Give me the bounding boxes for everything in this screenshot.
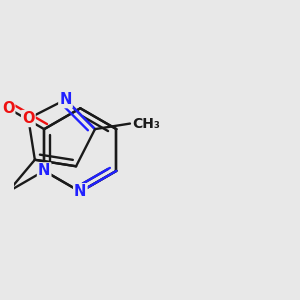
- Text: CH₃: CH₃: [132, 117, 160, 130]
- Text: O: O: [2, 101, 14, 116]
- Text: N: N: [74, 184, 86, 199]
- Text: N: N: [38, 164, 50, 178]
- Text: O: O: [22, 111, 34, 126]
- Text: N: N: [59, 92, 72, 107]
